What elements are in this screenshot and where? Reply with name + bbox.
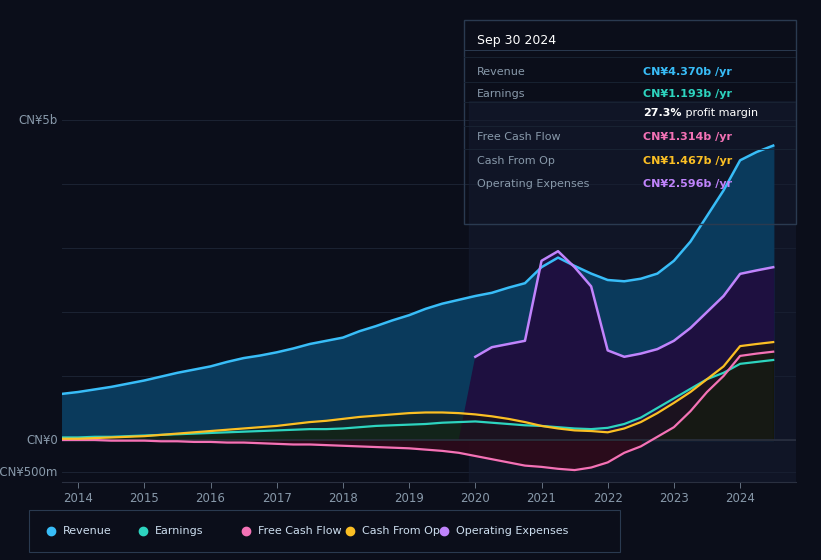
Text: -CN¥500m: -CN¥500m [0,465,58,478]
Text: Earnings: Earnings [154,526,203,535]
Text: Operating Expenses: Operating Expenses [477,179,589,189]
Text: CN¥0: CN¥0 [26,433,58,446]
Text: Earnings: Earnings [477,89,525,99]
Text: 27.3%: 27.3% [644,108,682,118]
Text: Free Cash Flow: Free Cash Flow [477,132,561,142]
Text: profit margin: profit margin [681,108,758,118]
Text: CN¥2.596b /yr: CN¥2.596b /yr [644,179,732,189]
Text: Sep 30 2024: Sep 30 2024 [477,34,557,47]
Text: CN¥1.314b /yr: CN¥1.314b /yr [644,132,732,142]
Text: CN¥5b: CN¥5b [19,114,58,127]
Text: CN¥4.370b /yr: CN¥4.370b /yr [644,67,732,77]
Text: Cash From Op: Cash From Op [361,526,439,535]
Text: Operating Expenses: Operating Expenses [456,526,568,535]
Text: CN¥1.467b /yr: CN¥1.467b /yr [644,156,732,166]
Text: Revenue: Revenue [477,67,526,77]
Text: Revenue: Revenue [63,526,112,535]
Text: Free Cash Flow: Free Cash Flow [258,526,342,535]
Text: CN¥1.193b /yr: CN¥1.193b /yr [644,89,732,99]
Text: Cash From Op: Cash From Op [477,156,555,166]
Bar [469,101,821,482]
